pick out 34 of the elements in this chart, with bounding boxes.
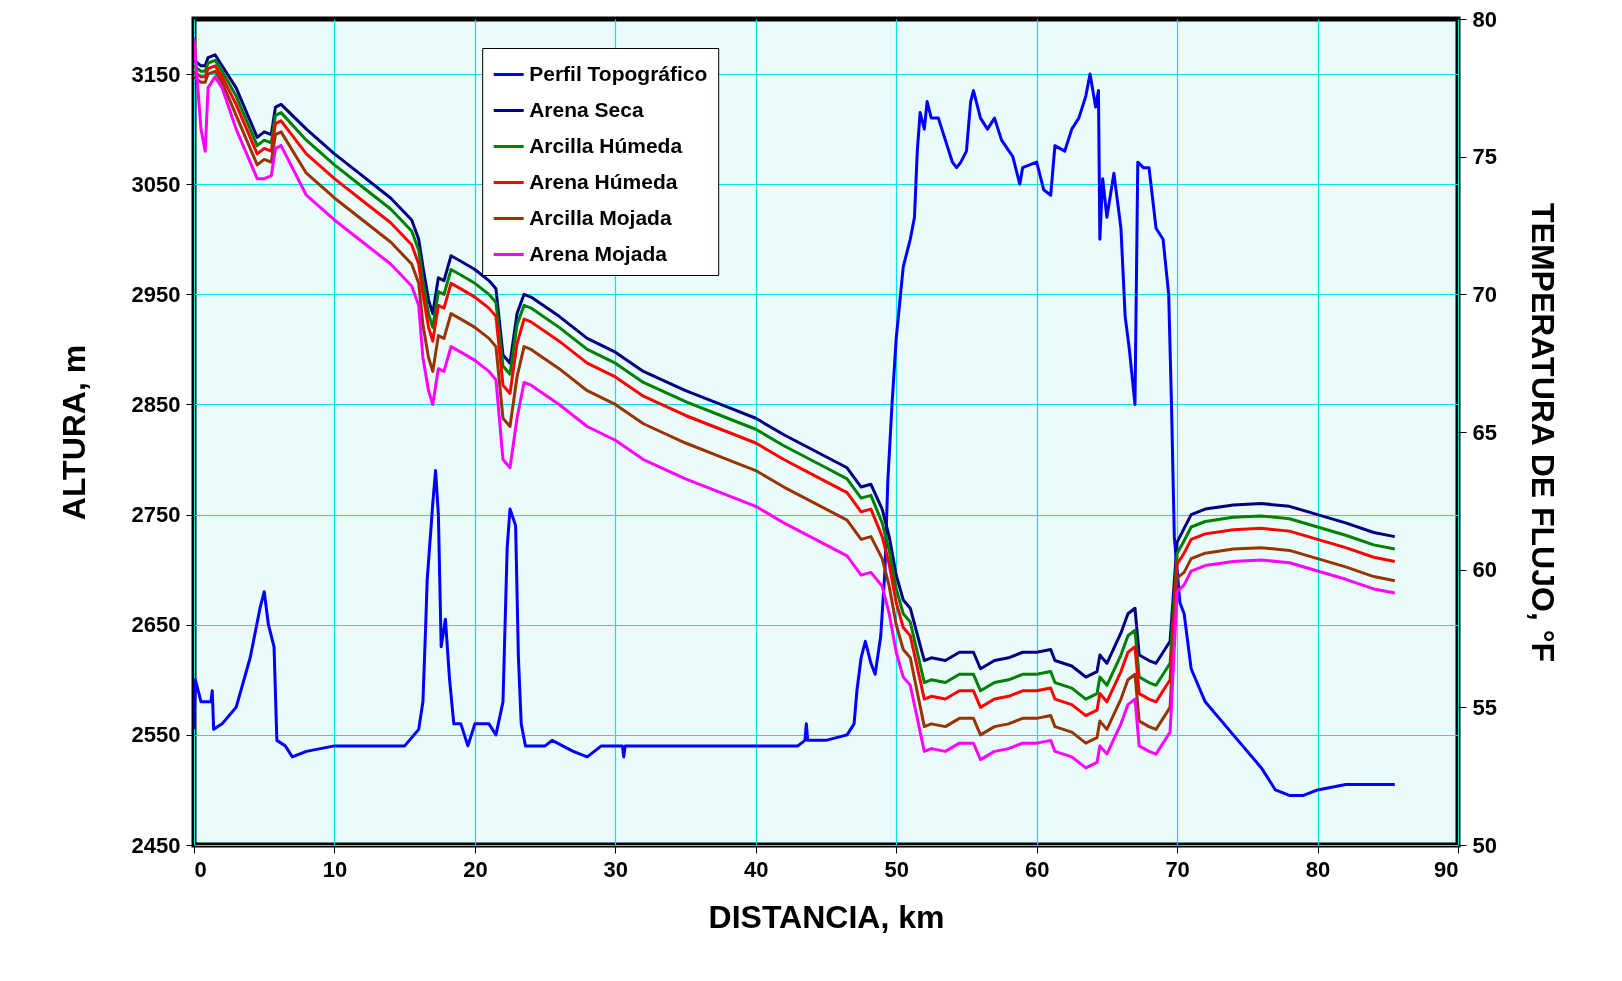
y-tick-label: 2450 — [131, 832, 181, 858]
y2-tick-label: 55 — [1472, 694, 1497, 720]
x-tick-label: 20 — [463, 856, 488, 882]
legend-label: Arcilla Húmeda — [529, 133, 683, 157]
x-tick-label: 10 — [322, 856, 348, 882]
y2-tick-label: 80 — [1472, 6, 1497, 32]
y2-tick-label: 60 — [1472, 557, 1497, 583]
legend-label: Arena Húmeda — [529, 169, 678, 193]
y-axis-title: ALTURA, m — [55, 344, 92, 521]
x-tick-label: 70 — [1165, 856, 1190, 882]
x-axis-title: DISTANCIA, km — [708, 898, 945, 935]
y-tick-label: 3050 — [131, 171, 181, 197]
y2-tick-label: 70 — [1472, 281, 1497, 307]
x-tick-label: 90 — [1434, 856, 1459, 882]
legend-label: Perfil Topográfico — [529, 61, 708, 85]
y2-tick-label: 75 — [1472, 144, 1497, 170]
x-tick-label: 0 — [194, 856, 207, 882]
y-tick-label: 2650 — [131, 612, 181, 638]
y-tick-label: 2950 — [131, 281, 181, 307]
y2-tick-label: 65 — [1472, 419, 1497, 445]
y-tick-label: 2550 — [131, 722, 181, 748]
x-tick-label: 30 — [603, 856, 629, 882]
y-tick-label: 2750 — [131, 502, 181, 528]
x-tick-label: 60 — [1024, 856, 1050, 882]
y-tick-label: 2850 — [131, 391, 181, 417]
legend-label: Arena Seca — [529, 97, 644, 121]
y2-tick-label: 50 — [1472, 832, 1497, 858]
y2-axis-title: TEMPERATURA DE FLUJO, °F — [1524, 202, 1561, 663]
legend-label: Arcilla Mojada — [529, 205, 672, 229]
x-tick-label: 50 — [884, 856, 909, 882]
x-tick-label: 80 — [1305, 856, 1331, 882]
legend-label: Arena Mojada — [529, 241, 668, 265]
y-tick-label: 3150 — [131, 61, 181, 87]
x-tick-label: 40 — [744, 856, 769, 882]
